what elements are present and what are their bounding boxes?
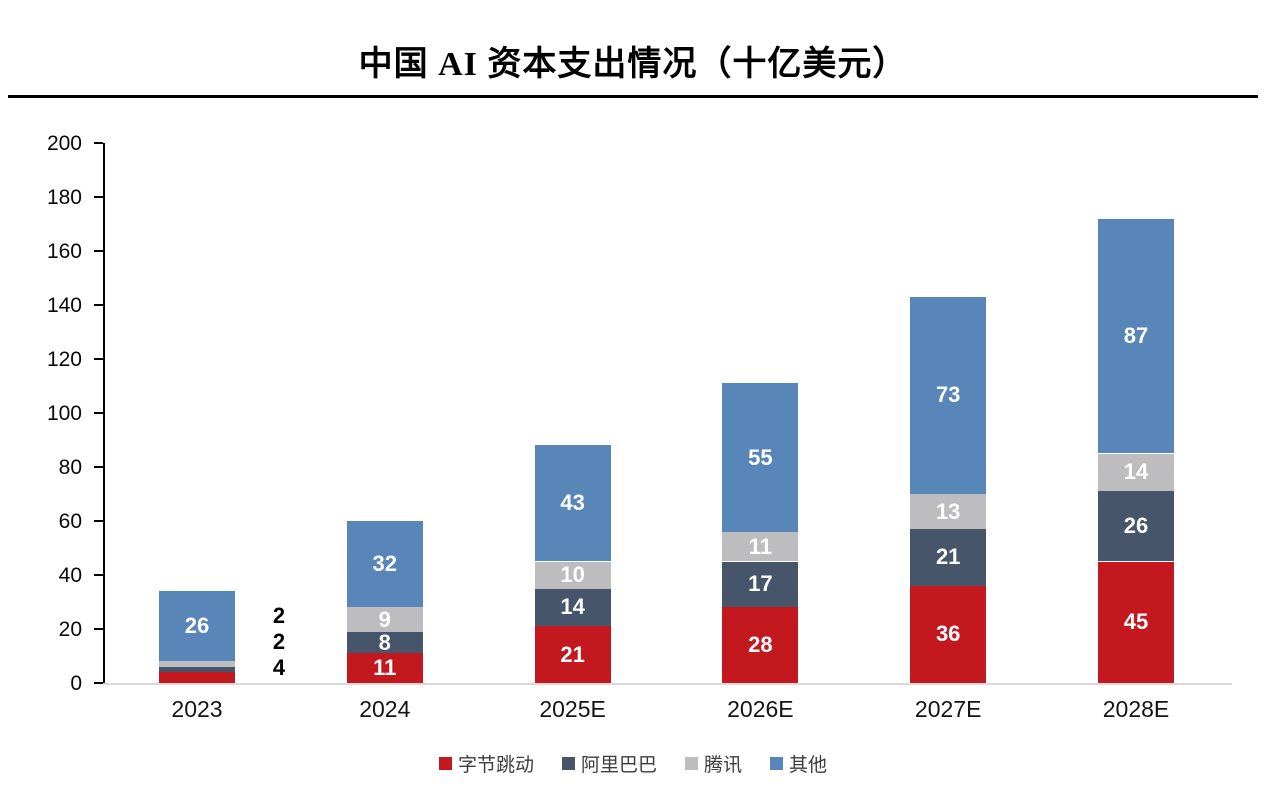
legend-label: 其他 xyxy=(789,755,828,776)
y-tick-label: 80 xyxy=(58,456,82,479)
outside-value-label: 2 xyxy=(272,629,286,654)
bar-segment-2028E xyxy=(1098,453,1174,492)
bar-value-label: 17 xyxy=(748,571,773,597)
legend-label: 腾讯 xyxy=(704,755,743,776)
bar-value-label: 13 xyxy=(935,498,961,524)
y-tick-label: 20 xyxy=(58,618,82,641)
outside-value-label: 4 xyxy=(272,655,286,680)
legend-swatch-icon xyxy=(561,757,575,770)
bar-value-label: 36 xyxy=(935,621,961,647)
bar-segment-2023 xyxy=(159,591,235,662)
bar-segment-2026E xyxy=(722,561,799,608)
bar-value-label: 8 xyxy=(378,629,391,655)
bar-segment-2025E xyxy=(534,626,611,683)
bar-value-label: 28 xyxy=(748,632,773,658)
bar-value-label: 10 xyxy=(560,562,585,587)
bar-segment-2027E xyxy=(910,494,987,530)
x-tick-label: 2025E xyxy=(539,696,606,722)
bar-value-label: 11 xyxy=(748,533,773,559)
x-tick-label: 2024 xyxy=(359,696,411,722)
legend-label: 字节跳动 xyxy=(457,755,534,776)
bar-segment-2024 xyxy=(346,631,423,654)
bar-segment-2023 xyxy=(159,672,235,683)
legend: 字节跳动 阿里巴巴 腾讯 其他 xyxy=(0,750,1266,777)
y-tick xyxy=(94,196,103,198)
legend-item: 其他 xyxy=(770,750,827,777)
y-tick xyxy=(94,682,103,684)
y-tick xyxy=(94,412,103,414)
bar-segment-2026E xyxy=(722,607,799,683)
y-tick xyxy=(94,628,103,630)
x-tick-label: 2026E xyxy=(727,696,794,722)
bar-value-label: 26 xyxy=(1123,513,1149,539)
chart-title: 中国 AI 资本支出情况（十亿美元） xyxy=(358,46,908,83)
bar-value-label: 11 xyxy=(373,655,397,681)
outside-value-label: 2 xyxy=(272,603,286,628)
bar-value-label: 73 xyxy=(935,382,961,408)
bar-segment-2025E xyxy=(534,588,611,627)
legend-swatch-icon xyxy=(770,757,784,770)
bar-value-label: 14 xyxy=(560,594,585,620)
y-tick-label: 180 xyxy=(46,186,82,209)
legend-item: 腾讯 xyxy=(685,750,742,777)
bar-segment-2027E xyxy=(910,529,987,586)
bar-value-label: 21 xyxy=(935,544,961,570)
legend-item: 阿里巴巴 xyxy=(561,750,657,777)
bar-segment-2028E xyxy=(1098,491,1174,562)
bar-value-label: 21 xyxy=(560,641,585,667)
x-tick-label: 2023 xyxy=(171,696,223,722)
y-tick-label: 0 xyxy=(70,672,82,695)
bar-segment-2024 xyxy=(346,653,423,683)
y-axis-line xyxy=(103,143,105,685)
y-tick xyxy=(94,358,103,360)
y-tick-label: 60 xyxy=(58,510,82,533)
x-axis-baseline xyxy=(103,683,1232,685)
y-tick xyxy=(94,520,103,522)
bar-value-label: 55 xyxy=(748,444,773,470)
y-tick xyxy=(94,574,103,576)
legend-swatch-icon xyxy=(438,757,452,770)
bar-value-label: 87 xyxy=(1123,323,1149,349)
x-tick-label: 2028E xyxy=(1102,696,1170,722)
title-divider xyxy=(8,95,1258,98)
y-tick xyxy=(94,466,103,468)
y-tick xyxy=(94,304,103,306)
legend-label: 阿里巴巴 xyxy=(580,755,657,776)
bar-value-label: 45 xyxy=(1123,609,1149,635)
bar-value-label: 14 xyxy=(1123,459,1149,485)
y-tick-label: 120 xyxy=(46,348,82,371)
bar-segment-2024 xyxy=(346,607,423,632)
bar-segment-2025E xyxy=(534,445,611,562)
bar-segment-2026E xyxy=(722,383,799,532)
bar-value-label: 43 xyxy=(560,490,585,516)
y-tick-label: 140 xyxy=(46,294,82,317)
bar-segment-2028E xyxy=(1098,561,1174,683)
bar-segment-2028E xyxy=(1098,218,1174,454)
bar-value-label: 26 xyxy=(184,613,210,639)
bar-segment-2026E xyxy=(722,531,799,562)
bar-value-label: 32 xyxy=(372,551,398,577)
y-tick-label: 200 xyxy=(46,132,82,155)
bar-segment-2027E xyxy=(910,585,987,683)
bar-segment-2025E xyxy=(534,561,611,589)
legend-item: 字节跳动 xyxy=(438,750,534,777)
bar-segment-2024 xyxy=(346,521,423,608)
legend-swatch-icon xyxy=(685,757,698,770)
bar-segment-2023 xyxy=(159,661,235,667)
x-tick-label: 2027E xyxy=(914,696,982,722)
y-tick xyxy=(94,142,103,144)
y-tick-label: 40 xyxy=(58,564,82,587)
y-tick xyxy=(94,250,103,252)
bar-value-label: 9 xyxy=(378,606,391,632)
bar-segment-2027E xyxy=(910,296,987,494)
y-tick-label: 160 xyxy=(46,240,82,263)
y-tick-label: 100 xyxy=(46,402,82,425)
bar-segment-2023 xyxy=(159,666,235,673)
